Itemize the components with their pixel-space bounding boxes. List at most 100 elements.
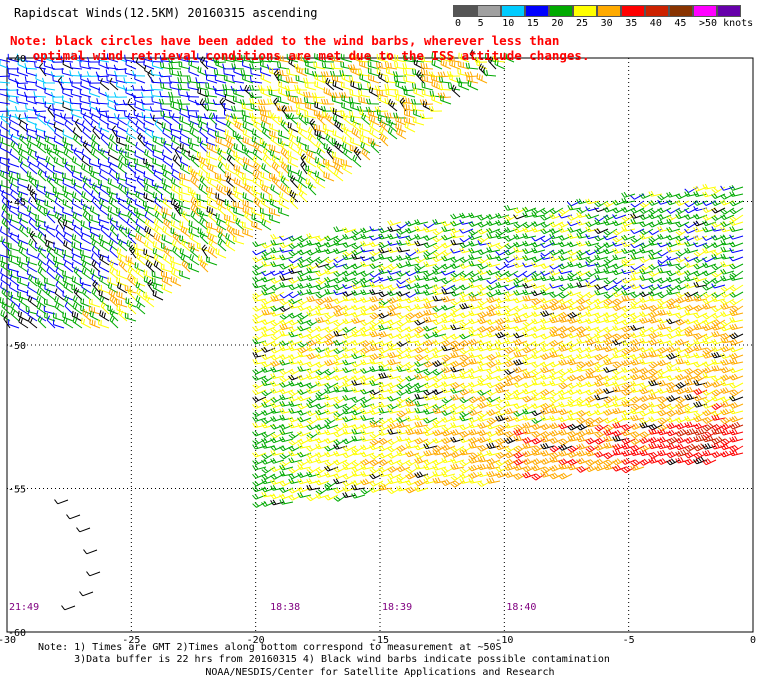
wind-barb: [224, 185, 236, 196]
wind-barb: [69, 62, 83, 70]
wind-barb: [621, 375, 636, 381]
wind-barb: [307, 168, 317, 182]
wind-barb: [729, 415, 744, 423]
wind-barb: [321, 62, 335, 70]
wind-barb: [8, 114, 20, 126]
wind-barb: [648, 338, 663, 346]
colorbar-swatch: [621, 5, 645, 17]
wind-barb: [168, 91, 182, 98]
wind-barb: [279, 423, 294, 430]
wind-barb: [513, 451, 528, 459]
wind-barb: [405, 486, 420, 494]
wind-barb: [396, 421, 411, 429]
wind-barb: [504, 374, 519, 381]
wind-barb: [99, 163, 110, 175]
wind-barb: [62, 101, 74, 112]
wind-barb: [522, 331, 537, 338]
wind-barb: [204, 90, 218, 98]
wind-barb: [531, 458, 546, 466]
wind-barb: [63, 148, 74, 161]
wind-barb: [621, 277, 636, 284]
time-label: 18:40: [506, 602, 536, 613]
wind-barb: [342, 148, 353, 161]
wind-barb: [163, 245, 173, 259]
wind-barb: [279, 480, 294, 487]
wind-barb: [621, 366, 636, 373]
wind-barb: [261, 422, 276, 429]
wind-barb: [711, 283, 726, 289]
wind-barb: [486, 241, 501, 248]
wind-barb: [270, 233, 285, 240]
colorbar-label: 35: [625, 18, 638, 29]
wind-barb: [414, 282, 429, 289]
wind-barb: [402, 55, 416, 63]
colorbar-label: >50 knots: [699, 18, 754, 29]
wind-barb: [729, 323, 744, 331]
wind-barb: [53, 121, 65, 133]
wind-barb: [513, 281, 528, 288]
wind-barb: [603, 381, 618, 387]
wind-barb: [576, 249, 591, 256]
wind-barb: [711, 242, 726, 248]
wind-barb: [396, 402, 411, 409]
wind-barb: [252, 438, 267, 445]
wind-barb: [567, 214, 582, 221]
wind-barb: [693, 352, 708, 359]
wind-barb: [666, 395, 681, 402]
wind-barb: [144, 65, 155, 77]
wind-barb: [321, 98, 334, 105]
wind-barb: [630, 200, 645, 208]
wind-barb: [342, 375, 357, 383]
wind-barb: [14, 106, 29, 112]
wind-barb: [693, 304, 708, 312]
wind-barb: [666, 403, 681, 411]
wind-barb: [306, 305, 321, 312]
wind-barb: [288, 380, 303, 387]
wind-barb: [225, 232, 236, 245]
wind-barb: [24, 55, 38, 63]
wind-barb: [612, 228, 627, 236]
wind-barb: [612, 247, 627, 254]
wind-barb: [288, 368, 303, 375]
wind-barb: [0, 297, 11, 308]
wind-barb: [567, 311, 582, 319]
wind-barb: [432, 437, 447, 444]
wind-barb: [711, 375, 726, 382]
wind-barb: [190, 175, 200, 189]
wind-barb: [288, 57, 299, 70]
wind-barb: [297, 346, 312, 354]
wind-barb: [114, 70, 128, 77]
wind-barb: [414, 219, 429, 225]
wind-barb: [657, 402, 672, 410]
wind-barb: [352, 154, 362, 168]
wind-barb: [369, 403, 384, 410]
footnote-2: 3)Data buffer is 22 hrs from 20160315 4)…: [38, 654, 610, 665]
wind-barb: [405, 466, 420, 474]
wind-barb: [171, 268, 182, 280]
wind-barb: [351, 375, 366, 382]
wind-barb: [55, 266, 65, 280]
wind-barb: [594, 437, 609, 445]
wind-barb: [342, 339, 357, 346]
wind-barb: [648, 388, 663, 395]
wind-barb: [567, 261, 582, 268]
wind-barb: [495, 219, 510, 226]
wind-barb: [567, 317, 582, 324]
wind-barb: [576, 450, 591, 457]
wind-barb: [387, 220, 402, 226]
wind-barb: [297, 235, 312, 243]
wind-barb: [503, 52, 515, 63]
wind-barb: [55, 231, 65, 245]
wind-barb: [313, 61, 326, 70]
wind-barb: [720, 332, 735, 340]
wind-barb: [215, 88, 227, 98]
wind-barb: [10, 133, 20, 147]
wind-barb: [378, 424, 393, 431]
wind-barb: [297, 430, 312, 437]
wind-barb: [603, 235, 618, 241]
wind-barb: [288, 277, 303, 284]
wind-barb: [134, 150, 146, 161]
wind-barb: [127, 161, 137, 175]
wind-barb: [675, 436, 690, 444]
wind-barb: [140, 99, 155, 105]
